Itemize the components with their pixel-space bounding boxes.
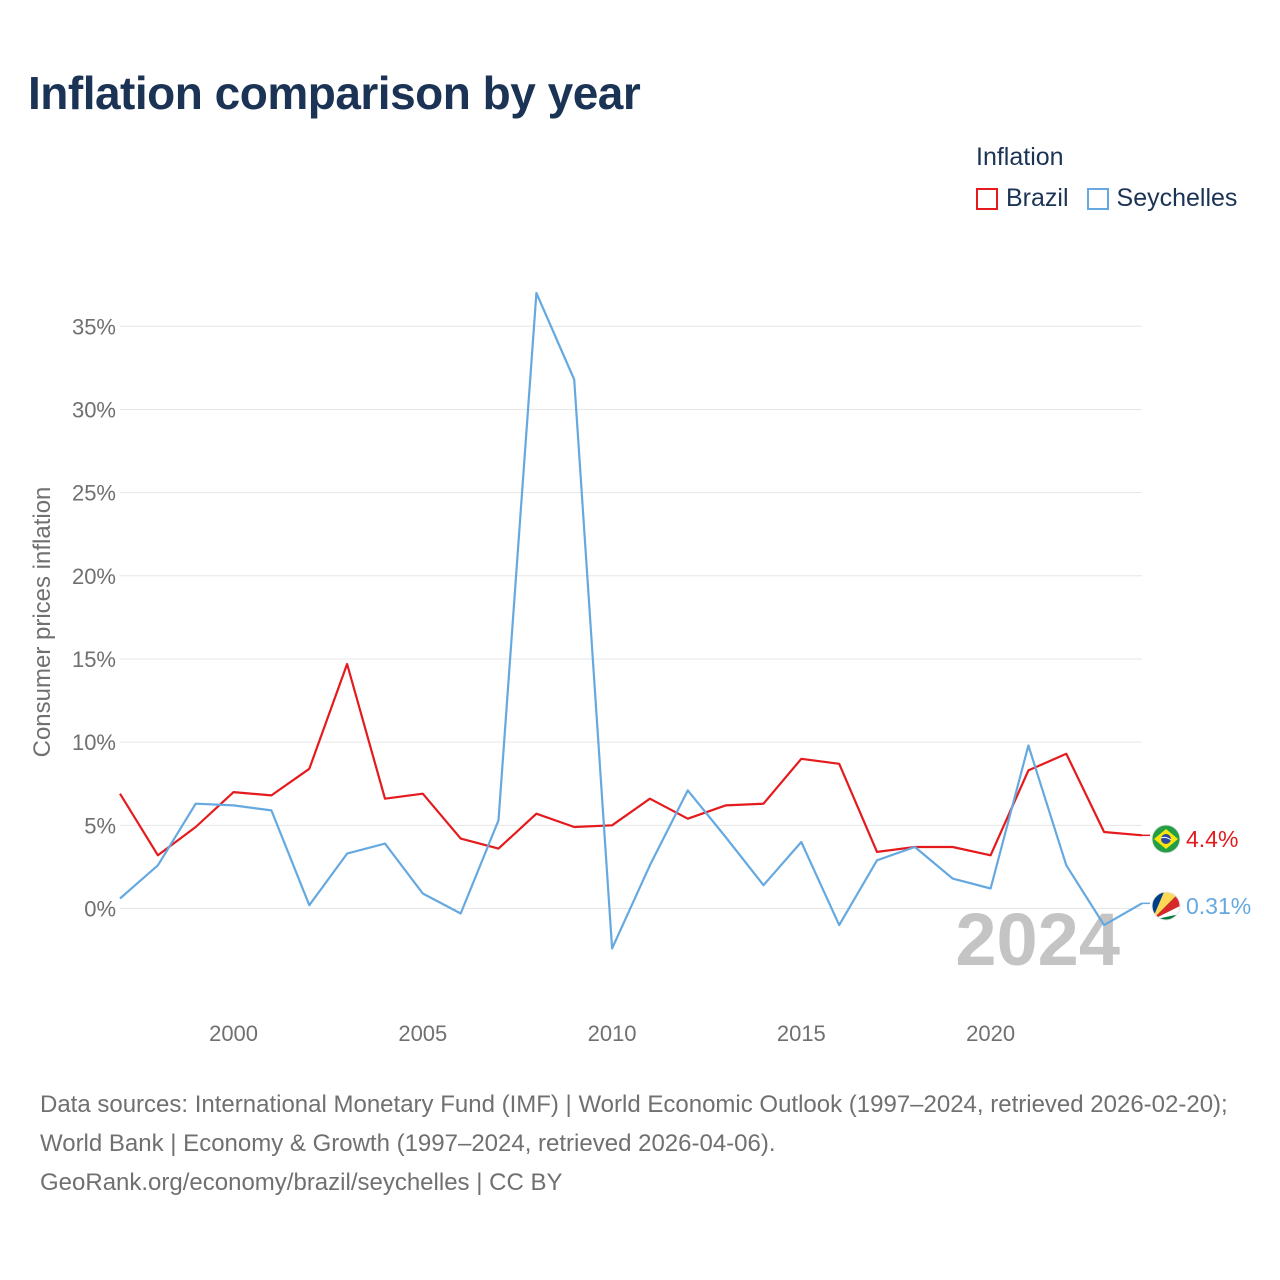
legend-item-brazil[interactable]: Brazil [976, 184, 1069, 213]
legend-title: Inflation [976, 143, 1064, 171]
legend-item-seychelles[interactable]: Seychelles [1086, 184, 1238, 213]
credit-link[interactable]: GeoRank.org/economy/brazil/seychelles | … [40, 1169, 563, 1196]
data-sources: Data sources: International Monetary Fun… [40, 1091, 1228, 1157]
brazil-flag-icon [1151, 824, 1181, 854]
x-tick-label: 2010 [588, 1021, 637, 1046]
x-tick-label: 2015 [777, 1021, 826, 1046]
legend-label-seychelles: Seychelles [1116, 184, 1238, 212]
year-watermark: 2024 [955, 898, 1120, 981]
series-lines [119, 291, 1150, 950]
y-tick-label: 35% [72, 314, 116, 339]
end-label-brazil: 4.4% [1186, 826, 1238, 852]
end-label-seychelles: 0.31% [1186, 893, 1251, 919]
series-line-brazil[interactable] [119, 662, 1143, 857]
legend-swatch-seychelles [1086, 187, 1109, 210]
x-tick-label: 2005 [398, 1021, 447, 1046]
x-tick-label: 2020 [966, 1021, 1015, 1046]
legend: Inflation Brazil Seychelles [976, 143, 1237, 213]
x-tick-label: 2000 [209, 1021, 258, 1046]
footer: Data sources: International Monetary Fun… [40, 1085, 1250, 1202]
legend-swatch-brazil [976, 187, 998, 210]
legend-label-brazil: Brazil [1006, 184, 1069, 212]
y-axis-label: Consumer prices inflation [29, 487, 56, 758]
seychelles-flag-icon [1151, 891, 1181, 921]
y-tick-label: 20% [72, 564, 116, 589]
x-axis-ticks: 2000 2005 2010 2015 2020 [209, 1021, 1015, 1046]
grid-lines [120, 325, 1142, 910]
page-title: Inflation comparison by year [28, 67, 641, 119]
end-labels: 4.4% 0.31% [1186, 826, 1251, 919]
chart: 0%5%10%15%20%25%30%35% 2000 2005 2010 2015 2… [29, 291, 1251, 1046]
series-line-seychelles[interactable] [119, 291, 1143, 950]
y-axis-ticks: 0% 5% 10% 15% 20% 25% 30% 35% [72, 314, 116, 921]
y-tick-label: 5% [84, 813, 116, 838]
y-tick-label: 30% [72, 397, 116, 422]
y-tick-label: 15% [72, 647, 116, 672]
y-tick-label: 10% [72, 730, 116, 755]
y-tick-label: 0% [84, 897, 116, 922]
y-tick-label: 25% [72, 481, 116, 506]
